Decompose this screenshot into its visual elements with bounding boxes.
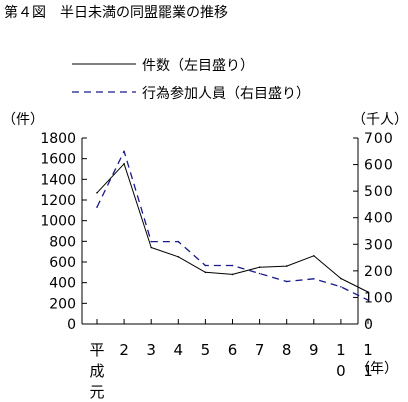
participants-point	[258, 272, 261, 275]
participants-point	[285, 280, 288, 283]
count-point	[285, 265, 288, 267]
right-tick-label: 100	[364, 290, 394, 306]
right-axis-unit: （千人）	[352, 112, 408, 128]
series-count-line	[96, 163, 369, 293]
x-tick-label: 8	[282, 341, 292, 359]
right-tick-label: 500	[364, 184, 394, 200]
x-tick-label: 4	[174, 341, 184, 359]
count-point	[150, 246, 152, 249]
count-point	[96, 192, 98, 194]
x-tick-label: 平成元	[89, 341, 104, 401]
left-tick-label: 600	[49, 255, 76, 271]
participants-point	[204, 264, 207, 267]
participants-point	[231, 264, 234, 267]
left-tick-label: 1800	[40, 131, 76, 147]
legend-label-count: 件数（左目盛り）	[142, 58, 254, 74]
left-tick-label: 0	[67, 317, 76, 333]
legend-label-participants: 行為参加人員（右目盛り）	[142, 85, 310, 102]
left-tick-label: 200	[49, 296, 76, 312]
participants-point	[150, 240, 152, 243]
left-axis-unit: （件）	[2, 112, 44, 128]
count-point	[313, 255, 315, 257]
series-participants-line	[96, 150, 369, 301]
legend: 件数（左目盛り） 行為参加人員（右目盛り）	[72, 58, 310, 102]
count-point	[177, 255, 180, 258]
left-tick-label: 1200	[40, 193, 76, 209]
count-point	[123, 163, 125, 165]
left-axis-ticks: 0 200 400 600 800 1000 1200 1400 1600 1800	[40, 131, 87, 333]
participants-point	[340, 286, 342, 288]
x-tick-label: 3	[146, 341, 156, 359]
right-tick-label: 400	[364, 211, 394, 227]
participants-point	[313, 278, 315, 280]
right-tick-label: 0	[364, 317, 374, 333]
x-axis-label: （年）	[356, 361, 398, 377]
right-tick-label: 700	[364, 131, 394, 147]
right-axis-ticks: 0 100 200 300 400 500 600 700	[353, 131, 394, 333]
right-tick-label: 200	[364, 264, 394, 280]
count-point	[367, 291, 369, 293]
left-tick-label: 400	[49, 276, 76, 292]
x-axis-ticks: 平成元 2 3 4 5 6 7 8 9 1 0 1 1	[89, 319, 373, 401]
count-point	[204, 271, 207, 274]
right-tick-label: 300	[364, 237, 394, 253]
participants-point	[123, 150, 125, 153]
series-layer	[96, 150, 369, 301]
x-tick-label: 2	[119, 341, 129, 359]
left-tick-label: 800	[49, 234, 76, 250]
participants-point	[177, 240, 180, 243]
participants-point	[367, 299, 369, 301]
participants-point	[96, 206, 98, 208]
left-tick-label: 1600	[40, 152, 76, 168]
left-tick-label: 1000	[40, 214, 76, 230]
count-point	[258, 266, 261, 269]
count-point	[340, 277, 342, 280]
x-tick-label: 7	[255, 341, 265, 359]
count-point	[231, 273, 234, 276]
x-tick-label: 5	[201, 341, 211, 359]
chart-title: 第４図 半日未満の同盟罷業の推移	[4, 4, 228, 21]
left-tick-label: 1400	[40, 172, 76, 188]
right-tick-label: 600	[364, 158, 394, 174]
x-tick-label: 6	[228, 341, 238, 359]
x-tick-label: 9	[309, 341, 319, 359]
